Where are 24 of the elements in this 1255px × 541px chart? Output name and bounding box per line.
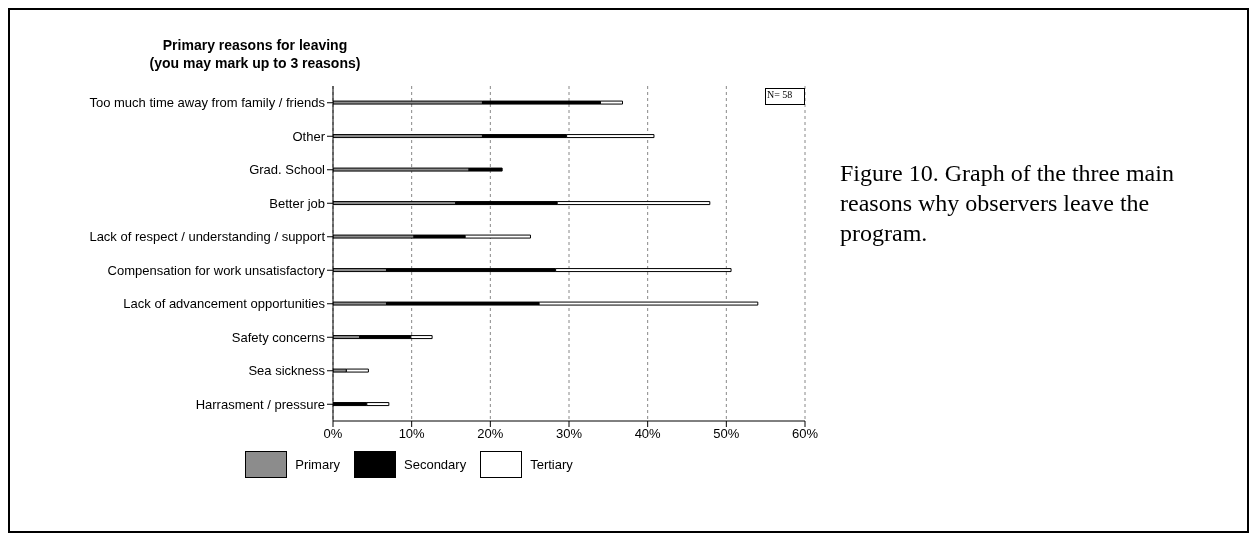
y-tick-label: Other (292, 128, 326, 144)
x-tick-label: 30% (555, 426, 583, 442)
chart-title: Primary reasons for leaving (161, 36, 349, 54)
y-tick-label: Sea sickness (248, 363, 326, 379)
legend-label: Tertiary (530, 457, 573, 472)
chart-subtitle: (you may mark up to 3 reasons) (148, 54, 362, 72)
annotation: N= 58 (765, 88, 806, 105)
y-tick-label: Lack of advancement opportunities (123, 296, 326, 312)
caption: Figure 10. Graph of the three main reasons why observers leave the program. (840, 159, 1175, 248)
legend-label: Primary (295, 457, 340, 472)
y-tick-label: Too much time away from family / friends (89, 95, 326, 111)
legend-label: Secondary (404, 457, 467, 472)
x-tick-label: 0% (323, 426, 343, 442)
x-tick-label: 40% (634, 426, 662, 442)
y-tick-label: Lack of respect / understanding / support (89, 229, 326, 245)
x-tick-label: 20% (477, 426, 504, 442)
y-tick-label: Grad. School (249, 162, 326, 178)
y-tick-label: Harrasment / pressure (195, 396, 325, 412)
y-tick-label: Safety concerns (231, 329, 326, 345)
x-tick-label: 50% (713, 426, 740, 442)
x-tick-label: 10% (398, 426, 426, 442)
x-tick-label: 60% (791, 426, 819, 442)
y-tick-label: Compensation for work unsatisfactory (107, 262, 326, 278)
y-tick-label: Better job (269, 195, 325, 211)
